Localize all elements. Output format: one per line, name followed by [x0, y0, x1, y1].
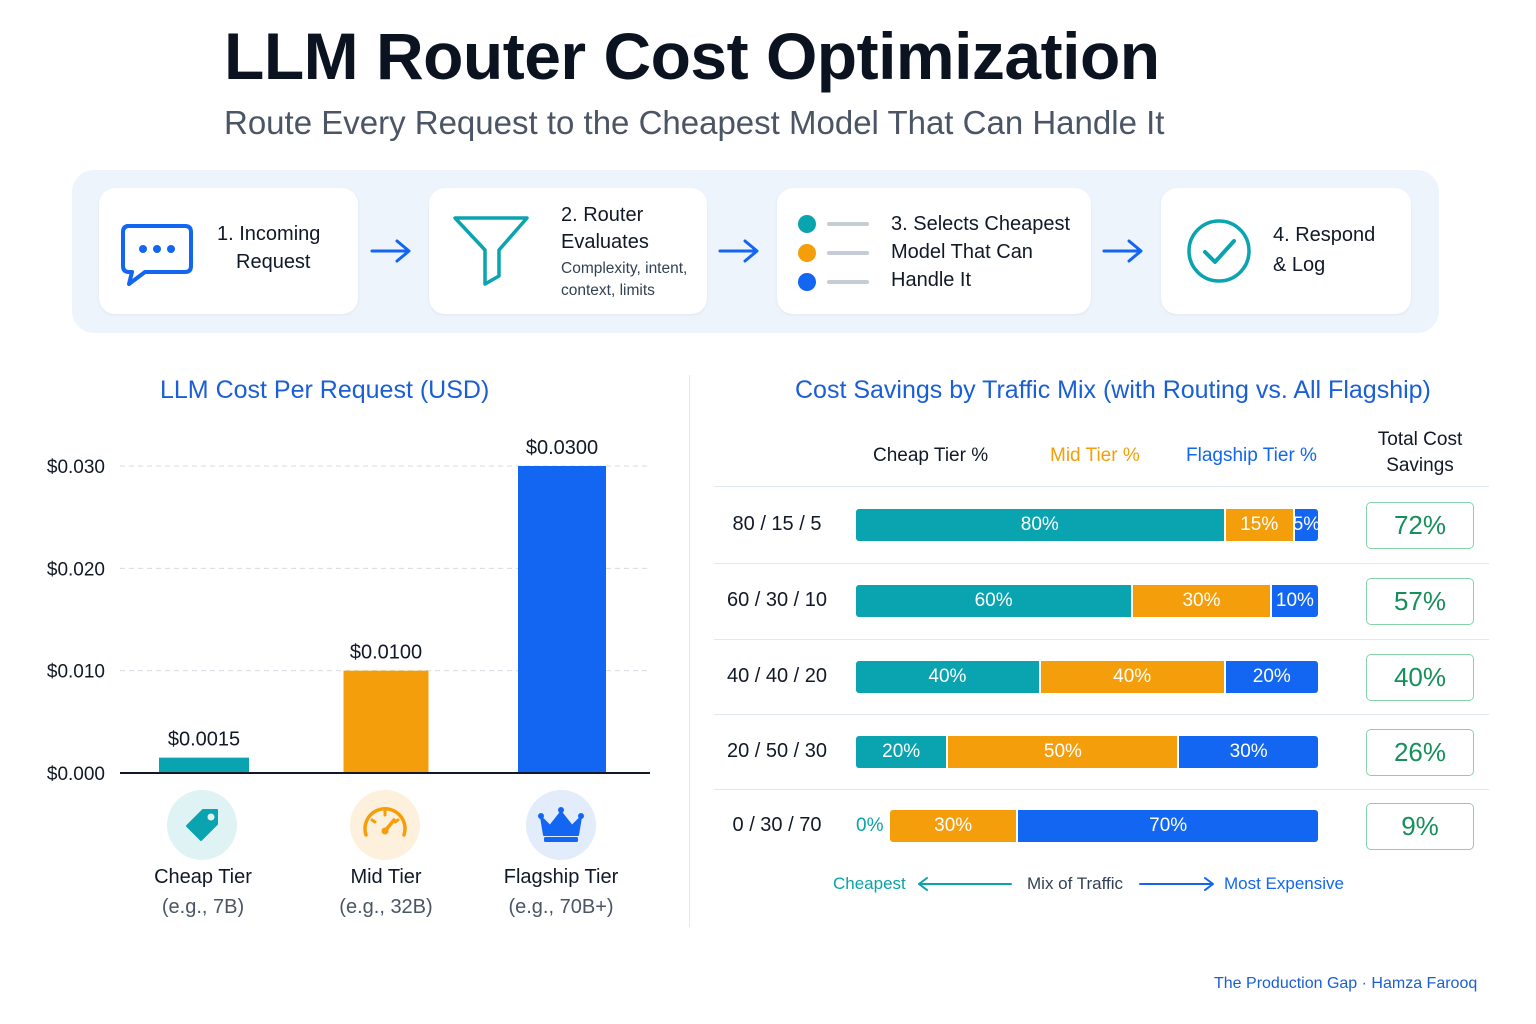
arrow-right-icon — [1139, 877, 1214, 891]
flow-step-4-line1: 4. Respond — [1273, 224, 1376, 246]
segment-cheap: 20% — [856, 736, 947, 768]
section-divider — [689, 375, 690, 927]
column-header-cheap: Cheap Tier % — [873, 445, 989, 466]
segment-flagship: 10% — [1271, 585, 1318, 617]
segment-flagship: 70% — [1018, 810, 1318, 842]
flow-step-2-line2: Evaluates — [561, 231, 649, 253]
tier-example-cheap: (e.g., 7B) — [161, 896, 245, 918]
traffic-mix-label: 60 / 30 / 10 — [726, 589, 828, 611]
total-cost-savings-badge: 40% — [1366, 654, 1474, 701]
row-separator — [714, 639, 1489, 640]
total-cost-savings-badge: 9% — [1366, 803, 1474, 850]
column-header-savings-line2: Savings — [1386, 455, 1454, 476]
flow-step-router-evaluates: 2. Router Evaluates Complexity, intent, … — [429, 188, 707, 314]
column-header-mid: Mid Tier % — [1050, 445, 1140, 466]
row-separator — [714, 789, 1489, 790]
flow-step-respond-log: 4. Respond & Log — [1161, 188, 1411, 314]
flow-step-3-line1: 3. Selects Cheapest — [891, 213, 1070, 235]
footer-credit: The Production Gap · Hamza Farooq — [1214, 975, 1478, 992]
segment-mid: 40% — [1040, 661, 1224, 693]
check-circle-icon — [1187, 219, 1251, 283]
speedometer-icon — [350, 790, 420, 860]
row-separator — [714, 563, 1489, 564]
column-header-flagship: Flagship Tier % — [1186, 445, 1317, 466]
flow-step-2-detail1: Complexity, intent, — [561, 260, 688, 277]
y-tick-label: $0.020 — [47, 559, 105, 580]
flow-step-2-line1: 2. Router — [561, 204, 644, 226]
traffic-mix-label: 80 / 15 / 5 — [732, 513, 822, 535]
mix-chart-title: Cost Savings by Traffic Mix (with Routin… — [795, 376, 1431, 404]
flow-step-3-line2: Model That Can — [891, 241, 1033, 263]
traffic-mix-label: 40 / 40 / 20 — [726, 665, 828, 687]
flow-step-4-line2: & Log — [1273, 254, 1326, 276]
traffic-mix-label: 20 / 50 / 30 — [726, 740, 828, 762]
arrow-right-icon — [1102, 239, 1143, 263]
crown-icon — [526, 790, 596, 860]
segment-cheap: 60% — [856, 585, 1132, 617]
tier-name-mid: Mid Tier — [350, 866, 422, 888]
total-cost-savings-badge: 72% — [1366, 502, 1474, 549]
column-header-savings-line1: Total Cost — [1377, 429, 1463, 450]
bar-mid-tier — [343, 670, 429, 773]
arrow-left-icon — [918, 877, 1012, 891]
tier-example-mid: (e.g., 32B) — [339, 896, 433, 918]
flow-step-selects-cheapest: 3. Selects Cheapest Model That Can Handl… — [777, 188, 1091, 314]
flow-step-incoming-request: 1. Incoming Request — [99, 188, 358, 314]
y-tick-label: $0.000 — [47, 764, 105, 785]
router-flow-panel: 1. Incoming Request 2. Router Evaluates … — [72, 170, 1439, 333]
flow-step-1-line1: 1. Incoming — [217, 223, 321, 245]
legend-most-expensive: Most Expensive — [1224, 874, 1344, 893]
segment-cheap-label: 0% — [856, 815, 884, 836]
y-tick-label: $0.010 — [47, 662, 105, 683]
total-cost-savings-badge: 57% — [1366, 578, 1474, 625]
flow-step-1-line2: Request — [236, 251, 311, 273]
segment-mid: 30% — [1133, 585, 1270, 617]
row-separator — [714, 486, 1489, 487]
bar-flagship-tier — [518, 466, 606, 773]
traffic-mix-label: 0 / 30 / 70 — [732, 814, 822, 836]
segment-cheap: 40% — [856, 661, 1039, 693]
tier-list-icon — [798, 215, 869, 291]
legend-cheapest: Cheapest — [833, 874, 906, 893]
page-subtitle: Route Every Request to the Cheapest Mode… — [224, 104, 1165, 141]
arrow-right-icon — [718, 239, 759, 263]
bar-data-label: $0.0100 — [350, 642, 422, 664]
page-title: LLM Router Cost Optimization — [224, 19, 1160, 93]
total-cost-savings-badge: 26% — [1366, 729, 1474, 776]
tier-name-cheap: Cheap Tier — [154, 866, 252, 888]
segment-flagship: 5% — [1293, 509, 1320, 541]
legend-mix-of-traffic: Mix of Traffic — [1027, 874, 1124, 893]
row-separator — [714, 714, 1489, 715]
bar-data-label: $0.0015 — [168, 729, 240, 751]
arrow-right-icon — [370, 239, 411, 263]
segment-mid: 50% — [948, 736, 1178, 768]
funnel-icon — [453, 216, 529, 286]
flow-step-2-detail2: context, limits — [561, 282, 655, 299]
segment-mid: 30% — [890, 810, 1017, 842]
flow-step-3-line3: Handle It — [891, 269, 972, 291]
price-tag-icon — [167, 790, 237, 860]
segment-cheap: 80% — [856, 509, 1224, 541]
bar-data-label: $0.0300 — [526, 437, 598, 459]
chat-bubble-icon — [121, 224, 193, 286]
segment-flagship: 30% — [1179, 736, 1318, 768]
cost-chart-title: LLM Cost Per Request (USD) — [160, 376, 490, 404]
segment-mid: 15% — [1225, 509, 1293, 541]
tier-name-flagship: Flagship Tier — [503, 866, 619, 888]
segment-flagship: 20% — [1225, 661, 1318, 693]
cost-per-request-bar-chart: $0.000 $0.010 $0.020 $0.030 $0.0015 $0.0100 $0… — [47, 437, 650, 785]
tier-example-flagship: (e.g., 70B+) — [508, 896, 614, 918]
bar-cheap-tier — [159, 757, 249, 773]
y-tick-label: $0.030 — [47, 457, 105, 478]
